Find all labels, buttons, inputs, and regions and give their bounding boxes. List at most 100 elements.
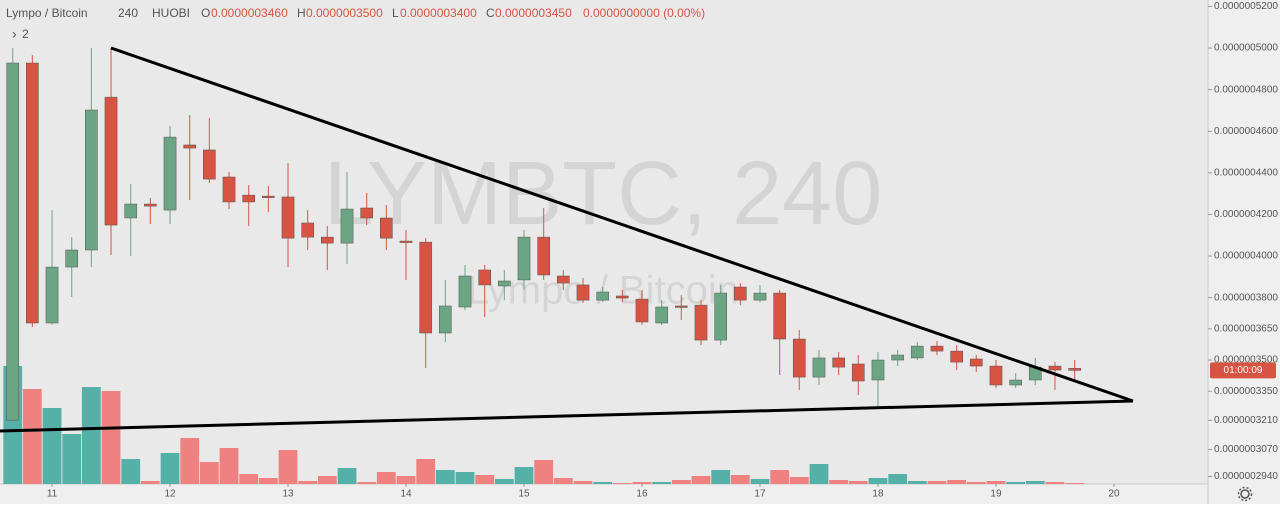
volume-bar: [868, 478, 888, 484]
candle-body: [222, 176, 236, 203]
candle-body: [143, 203, 157, 207]
volume-bar: [42, 408, 62, 484]
volume-bar: [258, 478, 278, 484]
candle-body: [26, 62, 39, 324]
countdown: 01:00:09: [1224, 365, 1263, 376]
candle-body: [85, 109, 98, 251]
x-tick-label: 19: [990, 489, 1002, 500]
countdown-box: [1210, 362, 1276, 379]
candle-body: [950, 350, 963, 363]
volume-bar: [986, 481, 1006, 484]
candle-body: [596, 291, 610, 301]
candle-body: [792, 338, 806, 378]
y-tick-label: 0.0000004200: [1214, 209, 1278, 220]
candle-body: [458, 275, 472, 308]
candle-body: [360, 207, 374, 219]
ohlc-label: C: [486, 6, 495, 20]
volume-bar: [140, 481, 160, 484]
hidden-indicators[interactable]: 2: [22, 27, 29, 41]
ohlc-label: H: [297, 6, 306, 20]
volume-bar: [789, 477, 809, 484]
gear[interactable]: [1240, 489, 1250, 499]
ohlc-value: 0.0000003460: [211, 6, 288, 20]
gear-teeth[interactable]: [1237, 486, 1253, 502]
trend-line: [110, 46, 1134, 403]
volume-bar: [593, 482, 613, 484]
y-tick-label: 0.0000003650: [1214, 323, 1278, 334]
candle-body: [537, 236, 551, 276]
candle-body: [517, 236, 531, 281]
settings-icon[interactable]: [1237, 486, 1253, 502]
ohlc-label: O: [201, 6, 210, 20]
x-tick-label: 16: [636, 489, 648, 500]
volume-bar: [652, 482, 672, 484]
candle-body: [773, 292, 787, 340]
ohlc-value: 0.0000003450: [495, 6, 572, 20]
volume-bar: [357, 482, 377, 484]
triangle-drawing: [0, 46, 1134, 433]
candle-body: [104, 96, 118, 226]
volume-bar: [514, 467, 534, 484]
exchange: HUOBI: [152, 6, 190, 20]
candle-body: [301, 222, 315, 238]
volume-bar: [435, 470, 455, 484]
candle-body: [419, 241, 433, 334]
volume-bar: [888, 474, 908, 484]
ohlc-label: L: [392, 6, 399, 20]
candle-body: [969, 358, 983, 367]
x-tick-label: 12: [164, 489, 176, 500]
volume-bar: [22, 389, 42, 484]
volume-bar: [848, 481, 868, 484]
y-tick-label: 0.0000003800: [1214, 292, 1278, 303]
trend-line: [0, 399, 1134, 433]
volume-bar: [1006, 482, 1026, 484]
candle-body: [635, 298, 649, 323]
candle-body: [438, 305, 452, 334]
volume-bar: [691, 476, 711, 484]
change: 0.0000000000 (0.00%): [583, 6, 705, 20]
volume-bar: [317, 476, 337, 484]
volume-bar: [907, 481, 927, 484]
candle-body: [576, 284, 590, 301]
axes: 0.0000005200 0.0000005000 0.0000004800 0.00…: [47, 1, 1279, 500]
volume-bar: [1045, 482, 1065, 484]
volume-bar: [711, 470, 731, 484]
candle-body: [714, 292, 728, 341]
header: Lympo / Bitcoin 240 HUOBI O 0.0000003460…: [6, 6, 705, 42]
volume-bar: [1025, 481, 1045, 484]
y-tick-label: 0.0000004400: [1214, 167, 1278, 178]
candle-body: [379, 217, 393, 239]
y-tick-label: 0.0000003210: [1214, 415, 1278, 426]
candle-body: [851, 363, 865, 382]
candle-body: [163, 136, 177, 211]
volume-bar: [160, 453, 180, 484]
candle-layer: [6, 48, 1081, 423]
candle-body: [674, 305, 688, 308]
y-tick-label: 0.0000005000: [1214, 43, 1278, 54]
volume-bar: [573, 481, 593, 484]
volume-bar: [1065, 483, 1085, 484]
candle-body: [478, 269, 492, 286]
candle-body: [399, 240, 413, 243]
candle-body: [812, 357, 826, 378]
candle-body: [989, 365, 1003, 386]
candle-body: [242, 194, 256, 203]
time-axis-area: [0, 484, 1208, 504]
volume-bar: [121, 459, 141, 484]
volume-bar: [632, 482, 652, 484]
volume-bar: [475, 475, 495, 484]
volume-bar: [278, 450, 298, 484]
volume-bar: [612, 483, 632, 484]
volume-bar: [455, 472, 475, 484]
volume-bar: [101, 391, 121, 484]
candle-body: [65, 249, 79, 268]
expand-chevron[interactable]: ›: [12, 26, 17, 42]
candle-body: [340, 208, 354, 244]
candle-body: [733, 286, 747, 301]
x-tick-label: 11: [47, 489, 58, 500]
candle-body: [871, 359, 885, 381]
candle-body: [281, 196, 295, 239]
volume-bar: [809, 464, 829, 484]
y-tick-label: 0.0000003350: [1214, 386, 1278, 397]
